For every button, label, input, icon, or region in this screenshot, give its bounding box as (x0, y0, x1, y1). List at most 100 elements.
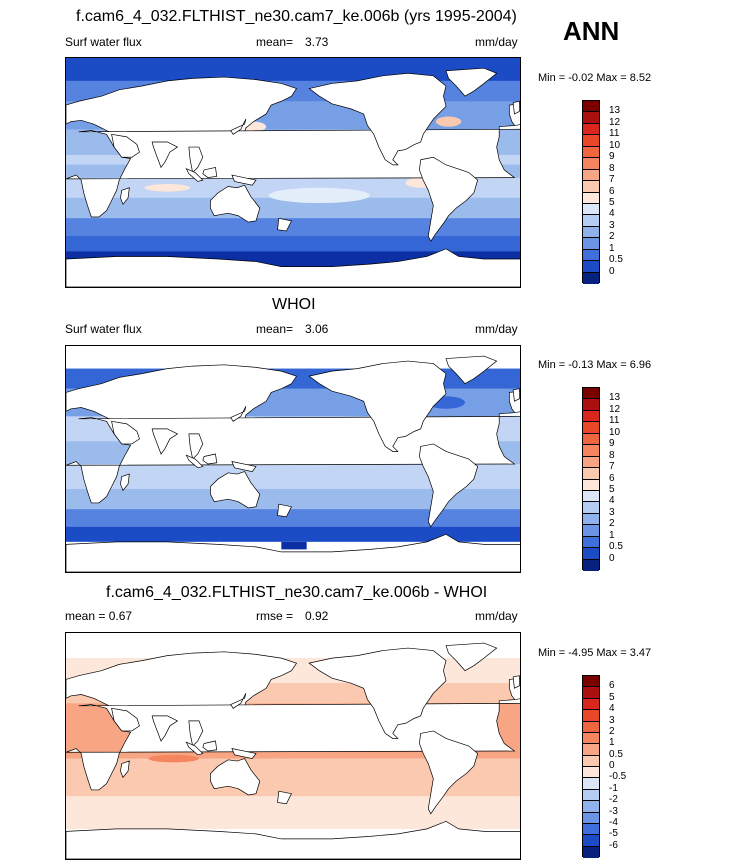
panel-1-map-svg (66, 58, 520, 287)
colorbar-segment (583, 422, 599, 434)
map-continent-australia (210, 472, 259, 508)
panel-2-mean-value: 3.06 (305, 322, 329, 336)
colorbar-tick-label: 3 (609, 219, 615, 231)
map-band (66, 197, 520, 219)
colorbar-tick-label: 8 (609, 449, 615, 461)
colorbar-tick-label: 0 (609, 265, 615, 277)
colorbar-tick-label: -1 (609, 782, 618, 794)
map-continent-australia (210, 185, 259, 222)
colorbar-segment (583, 410, 599, 423)
map-continent-nz (278, 504, 292, 517)
panel-1-mean-label: mean= (256, 35, 294, 49)
colorbar-segment (583, 249, 599, 262)
map-band (66, 509, 520, 527)
map-continent-arabia (112, 708, 140, 731)
map-continent-uk (513, 101, 519, 114)
colorbar-segment (583, 215, 599, 227)
colorbar-segment (583, 536, 599, 549)
panel-2-mean-label: mean= (256, 322, 294, 336)
colorbar-tick-label: 0.5 (609, 748, 623, 760)
colorbar-segment (583, 721, 599, 733)
colorbar-segment (583, 123, 599, 136)
map-continent-borneo (203, 454, 217, 464)
map-continent-uk (513, 389, 519, 402)
map-continent-nz (278, 218, 292, 231)
panel-3-mean: mean = 0.67 (65, 609, 133, 623)
map-continent-sumatra (186, 742, 202, 755)
map-continent-newguinea (232, 462, 256, 472)
panel-1-mean-value: 3.73 (305, 35, 329, 49)
colorbar-segment (583, 399, 599, 411)
colorbar-segment (583, 158, 599, 170)
colorbar-tick-label: 12 (609, 403, 621, 415)
colorbar-segment (583, 778, 599, 790)
colorbar-segment (583, 112, 599, 124)
colorbar-segment (583, 676, 599, 688)
panel-1-title: f.cam6_4_032.FLTHIST_ne30.cam7_ke.006b (… (76, 8, 517, 25)
colorbar-tick-label: 0 (609, 760, 615, 771)
colorbar-segment (583, 789, 599, 802)
colorbar-segment (583, 272, 599, 284)
colorbar-segment (583, 755, 599, 767)
colorbar-segment (583, 559, 599, 571)
colorbar-segment (583, 490, 599, 503)
colorbar-tick-label: -2 (609, 794, 618, 806)
colorbar-tick-label: 11 (609, 415, 620, 427)
colorbar-segment (583, 767, 599, 779)
colorbar-tick-label: 5 (609, 691, 615, 703)
panel-3-map (65, 632, 521, 860)
map-continent-se-asia (189, 721, 203, 746)
colorbar-segment (583, 445, 599, 457)
map-continent-japan (231, 406, 246, 421)
colorbar-tick-label: 9 (609, 151, 615, 163)
map-continent-arabia (112, 421, 140, 444)
colorbar-segment (583, 732, 599, 745)
map-continent-south-america (419, 444, 477, 527)
map-continent-north-america (309, 648, 446, 738)
panel-1-minmax: Min = -0.02 Max = 8.52 (538, 72, 652, 84)
colorbar-tick-label: 7 (609, 461, 615, 473)
colorbar-tick-label: 11 (609, 128, 620, 140)
map-contour-region (144, 183, 191, 192)
map-band (66, 526, 520, 542)
panel-3-colorbar (582, 675, 600, 858)
map-continent-madagascar (120, 761, 129, 777)
colorbar-segment (583, 502, 599, 514)
colorbar-tick-label: 1 (609, 737, 615, 749)
colorbar-segment (583, 525, 599, 537)
colorbar-tick-label: 2 (609, 725, 615, 737)
map-band (66, 633, 520, 659)
colorbar-segment (583, 513, 599, 526)
colorbar-tick-label: 0 (609, 552, 615, 564)
colorbar-segment (583, 835, 599, 847)
colorbar-segment (583, 135, 599, 147)
colorbar-tick-label: 2 (609, 231, 615, 243)
map-contour-region (435, 116, 462, 127)
map-continent-sumatra (186, 455, 202, 468)
season-label: ANN (563, 16, 620, 46)
colorbar-tick-label: 4 (609, 495, 615, 507)
map-band (66, 489, 520, 510)
map-contour-region (281, 541, 307, 550)
map-continent-greenland (446, 356, 497, 384)
colorbar-tick-label: 1 (609, 242, 615, 254)
colorbar-tick-label: 5 (609, 196, 615, 208)
map-band (66, 236, 520, 252)
map-band (66, 796, 520, 829)
colorbar-tick-label: 0.5 (609, 254, 623, 266)
panel-3-map-svg (66, 633, 520, 859)
map-continent-antarctica (66, 249, 520, 287)
colorbar-tick-label: -3 (609, 805, 618, 817)
map-continent-newguinea (232, 175, 256, 185)
map-continent-south-america (419, 731, 477, 814)
panel-2-minmax: Min = -0.13 Max = 6.96 (538, 359, 652, 371)
panel-2-map (65, 345, 521, 573)
colorbar-segment (583, 238, 599, 250)
panel-2-colorbar (582, 387, 600, 571)
colorbar-tick-label: -6 (609, 839, 618, 851)
panel-3-title: f.cam6_4_032.FLTHIST_ne30.cam7_ke.006b -… (106, 584, 488, 601)
map-continent-india (152, 142, 177, 167)
panel-2-title: WHOI (272, 296, 316, 313)
panel-3-rmse-value: 0.92 (305, 609, 329, 623)
panel-1-map (65, 57, 521, 288)
